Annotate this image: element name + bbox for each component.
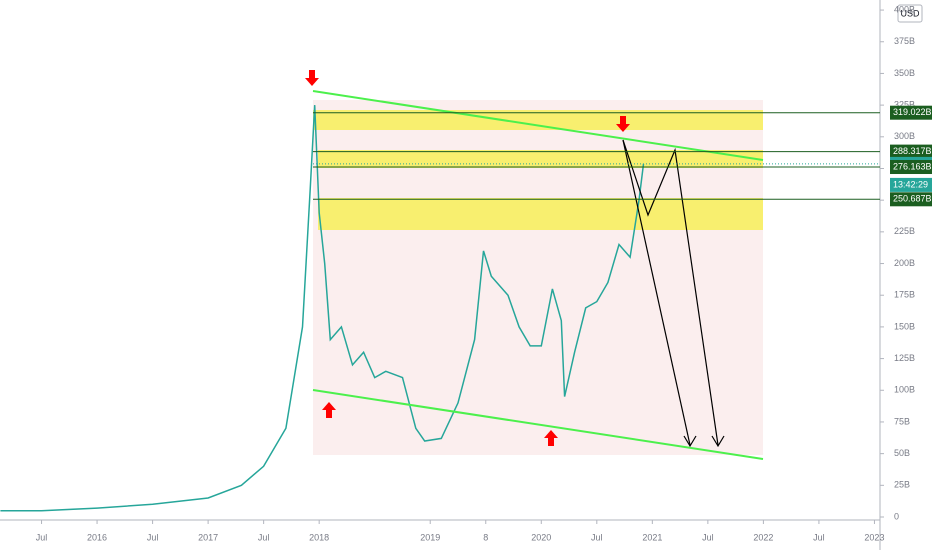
y-tick-label: 350B bbox=[894, 68, 915, 78]
resistance-zone bbox=[318, 150, 763, 168]
y-tick-label: 225B bbox=[894, 226, 915, 236]
price-label: 250.687B bbox=[893, 194, 932, 204]
signal-arrows bbox=[305, 70, 630, 446]
y-tick-label: 400B bbox=[894, 4, 915, 14]
price-label-box bbox=[890, 192, 932, 207]
x-tick-label: 2020 bbox=[531, 532, 551, 542]
countdown-box bbox=[890, 177, 932, 192]
x-tick-label: Jul bbox=[702, 532, 714, 542]
y-tick-label: 375B bbox=[894, 36, 915, 46]
y-tick-label: 200B bbox=[894, 258, 915, 268]
price-label-box bbox=[890, 144, 932, 159]
y-tick-label: 325B bbox=[894, 99, 915, 109]
y-tick-label: 75B bbox=[894, 416, 910, 426]
x-tick-label: 2017 bbox=[198, 532, 218, 542]
x-tick-label: 2018 bbox=[309, 532, 329, 542]
x-tick-label: 8 bbox=[483, 532, 488, 542]
x-tick-label: 2021 bbox=[642, 532, 662, 542]
y-tick-label: 50B bbox=[894, 448, 910, 458]
y-tick-label: 300B bbox=[894, 131, 915, 141]
price-label-box bbox=[890, 105, 932, 120]
price-label: 319.022B bbox=[893, 107, 932, 117]
price-label-box bbox=[890, 160, 932, 175]
currency-badge[interactable] bbox=[897, 4, 923, 23]
countdown: 13:42:29 bbox=[893, 179, 928, 189]
y-tick-label: 0 bbox=[894, 511, 899, 521]
support-zone bbox=[318, 198, 763, 230]
y-tick-label: 150B bbox=[894, 321, 915, 331]
price-label: 288.317B bbox=[893, 146, 932, 156]
price-line bbox=[0, 105, 645, 512]
x-tick-label: Jul bbox=[813, 532, 825, 542]
projection-path bbox=[622, 139, 691, 446]
price-label: 276.163B bbox=[893, 161, 932, 171]
trend-line bbox=[312, 389, 764, 460]
y-tick-label: 25B bbox=[894, 480, 910, 490]
y-tick-label: 125B bbox=[894, 353, 915, 363]
x-tick-label: Jul bbox=[591, 532, 603, 542]
resistance-zone bbox=[313, 110, 763, 130]
x-tick-label: Jul bbox=[258, 532, 270, 542]
x-tick-label: 2022 bbox=[753, 532, 773, 542]
x-tick-label: Jul bbox=[36, 532, 48, 542]
currency: USD bbox=[900, 8, 920, 18]
trend-line bbox=[312, 90, 764, 161]
x-tick-label: 2016 bbox=[87, 532, 107, 542]
projection-path bbox=[622, 139, 719, 446]
y-tick-label: 100B bbox=[894, 385, 915, 395]
x-tick-label: Jul bbox=[147, 532, 159, 542]
projection-arrowhead bbox=[683, 435, 725, 448]
x-tick-label: 2019 bbox=[420, 532, 440, 542]
x-tick-label: 2023 bbox=[864, 532, 884, 542]
y-tick-label: 175B bbox=[894, 290, 915, 300]
plot bbox=[0, 105, 645, 512]
